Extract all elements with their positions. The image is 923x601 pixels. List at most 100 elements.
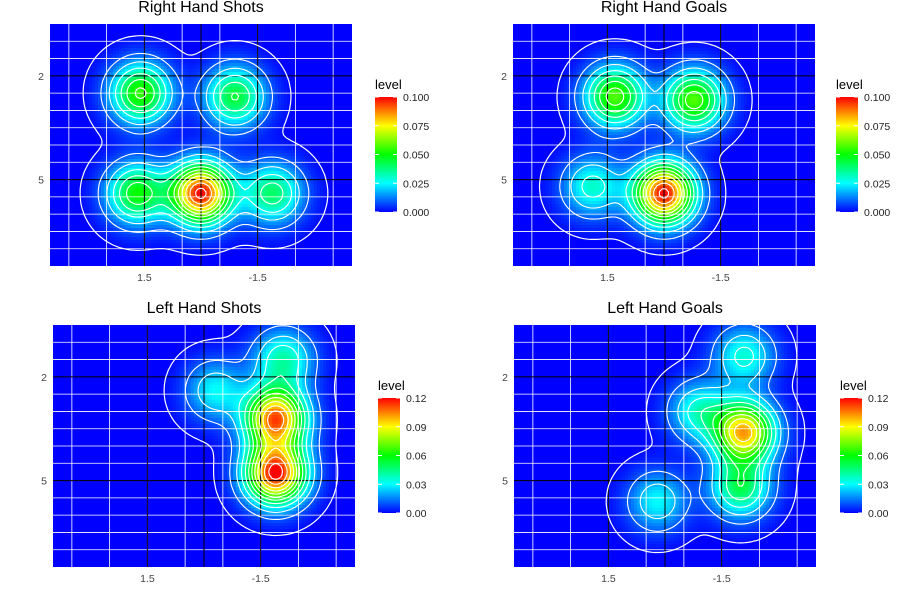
contour-line <box>626 325 789 532</box>
contour-line <box>653 182 675 205</box>
legend-title: level <box>836 77 863 92</box>
contour-line <box>570 64 727 233</box>
y-tick-label: 2 <box>501 71 507 83</box>
legend-tick-label: 0.00 <box>406 508 427 520</box>
contour-line <box>79 35 329 256</box>
contour-line <box>658 188 670 199</box>
panel-title: Right Hand Shots <box>138 0 263 16</box>
contour-line <box>126 78 240 221</box>
legend-tick-label: 0.100 <box>403 92 429 104</box>
legend-tick-label: 0.100 <box>864 92 890 104</box>
contour-line <box>112 67 293 228</box>
y-tick-label: 2 <box>502 372 508 384</box>
contour-line <box>189 182 212 205</box>
contour-lines <box>79 35 329 256</box>
legend-title: level <box>840 378 867 393</box>
legend-colorbar <box>378 398 400 513</box>
legend-colorbar <box>375 97 397 212</box>
contour-line <box>599 80 710 221</box>
contour-line <box>687 346 777 508</box>
legend-tick-label: 0.09 <box>868 422 889 434</box>
legend-title: level <box>378 378 405 393</box>
y-tick-label: 5 <box>38 175 44 187</box>
contour-line <box>238 344 311 509</box>
panel-title: Left Hand Goals <box>607 300 723 317</box>
legend-colorbar <box>836 97 858 212</box>
contour-line <box>645 175 682 212</box>
contour-line <box>181 175 220 212</box>
legend-title: level <box>375 77 402 92</box>
contour-line <box>244 374 307 505</box>
x-tick-label: -1.5 <box>252 573 270 585</box>
legend-tick-label: 0.050 <box>864 150 890 162</box>
contour-line <box>559 55 736 240</box>
legend-tick-label: 0.000 <box>403 207 429 219</box>
legend-colorbar <box>840 398 862 513</box>
legend-tick-label: 0.12 <box>868 393 889 405</box>
contour-lines <box>163 325 339 537</box>
contour-line <box>263 410 288 485</box>
contour-lines <box>538 38 753 256</box>
contour-line <box>197 335 316 513</box>
contour-line <box>163 325 339 537</box>
legend-tick-label: 0.06 <box>868 451 889 463</box>
panel-title: Right Hand Goals <box>601 0 727 16</box>
x-tick-label: -1.5 <box>249 272 267 284</box>
contour-line <box>712 406 769 487</box>
contour-line <box>97 52 310 240</box>
contour-line <box>251 392 301 498</box>
x-tick-label: 1.5 <box>140 573 155 585</box>
contour-line <box>642 172 685 215</box>
contour-line <box>254 397 298 495</box>
x-tick-label: 1.5 <box>600 272 615 284</box>
x-tick-label: 1.5 <box>601 573 616 585</box>
legend-tick-label: 0.06 <box>406 451 427 463</box>
contour-line <box>718 410 765 460</box>
legend-tick-label: 0.03 <box>868 479 889 491</box>
contour-line <box>257 401 295 492</box>
y-tick-label: 2 <box>38 71 44 83</box>
legend-tick-label: 0.075 <box>864 121 890 133</box>
contour-lines <box>605 325 806 554</box>
contour-line <box>733 423 753 443</box>
contour-line <box>700 401 773 501</box>
y-tick-label: 2 <box>41 372 47 384</box>
contour-line <box>593 75 716 224</box>
contour-line <box>185 178 216 209</box>
legend-tick-label: 0.03 <box>406 479 427 491</box>
legend-tick-label: 0.025 <box>403 178 429 190</box>
legend-tick-label: 0.075 <box>403 121 429 133</box>
contour-line <box>134 87 226 218</box>
y-tick-label: 5 <box>502 476 508 488</box>
panel-title: Left Hand Shots <box>147 300 262 317</box>
y-tick-label: 5 <box>501 175 507 187</box>
contour-line <box>605 325 806 554</box>
legend-tick-label: 0.000 <box>864 207 890 219</box>
contour-line <box>184 325 323 520</box>
legend-tick-label: 0.12 <box>406 393 427 405</box>
density-fill <box>80 36 330 256</box>
contour-line <box>106 61 300 233</box>
contour-line <box>723 414 762 454</box>
contour-line <box>177 172 223 215</box>
contour-line <box>119 73 284 224</box>
y-tick-label: 5 <box>41 476 47 488</box>
contour-line <box>649 178 679 208</box>
x-tick-label: -1.5 <box>712 272 730 284</box>
x-tick-label: 1.5 <box>137 272 152 284</box>
contour-line <box>268 463 284 480</box>
contour-line <box>260 405 292 489</box>
legend-tick-label: 0.050 <box>403 150 429 162</box>
contour-line <box>639 334 782 520</box>
contour-line <box>605 87 704 218</box>
contour-line <box>195 187 207 200</box>
legend-tick-label: 0.09 <box>406 422 427 434</box>
contour-line <box>728 418 758 448</box>
